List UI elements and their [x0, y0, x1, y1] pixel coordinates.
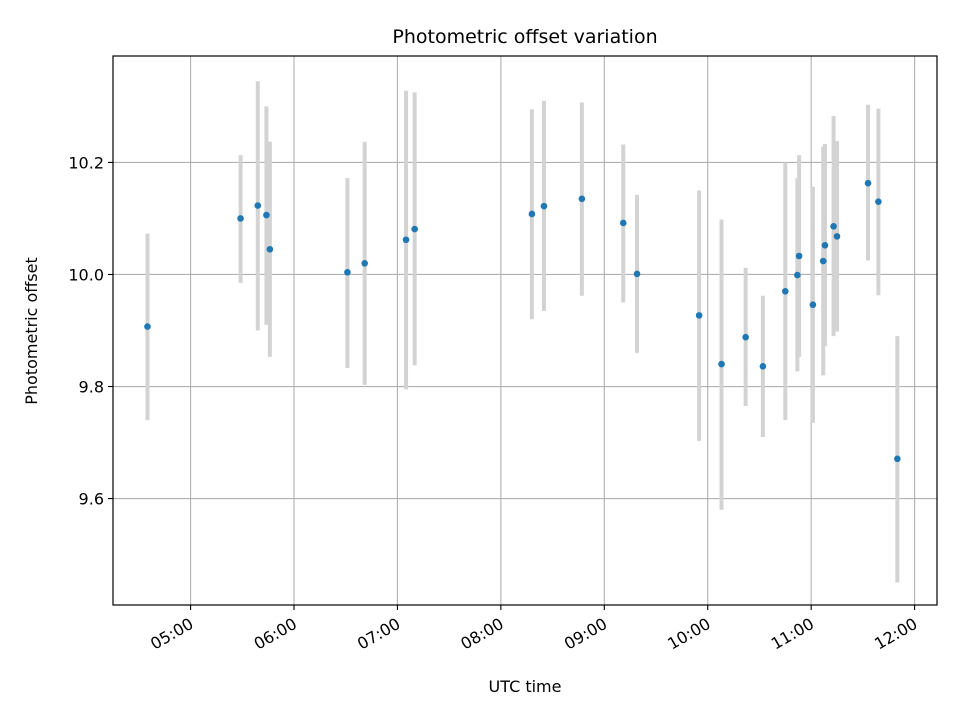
- data-point: [795, 252, 803, 260]
- y-axis-ticks: 9.6 9.8 10.0 10.2: [68, 153, 113, 509]
- data-point: [695, 312, 703, 319]
- data-point: [759, 363, 767, 370]
- data-point: [830, 223, 837, 230]
- data-point: [875, 198, 882, 205]
- data-point: [578, 195, 586, 203]
- data-point: [809, 301, 817, 309]
- chart-title: Photometric offset variation: [392, 26, 657, 48]
- y-axis-label: Photometric offset: [22, 257, 41, 405]
- data-point: [361, 259, 368, 267]
- y-tick-label: 10.0: [68, 265, 104, 284]
- x-axis-label: UTC time: [489, 677, 562, 696]
- data-point: [833, 233, 841, 240]
- y-tick-label: 9.6: [79, 490, 104, 509]
- data-point: [619, 219, 627, 227]
- y-tick-label: 9.8: [79, 378, 104, 397]
- data-point: [266, 245, 274, 253]
- data-point: [144, 323, 151, 330]
- data-point: [344, 268, 351, 276]
- data-point: [402, 236, 410, 244]
- data-point: [742, 333, 749, 341]
- data-point: [718, 360, 725, 368]
- data-point: [894, 455, 901, 463]
- grid: [113, 56, 937, 605]
- data-point: [528, 210, 536, 218]
- data-points: [144, 179, 901, 463]
- data-point: [633, 270, 641, 278]
- y-tick-label: 10.2: [68, 153, 104, 172]
- data-point: [864, 179, 872, 187]
- plot-frame: [112, 55, 938, 606]
- data-point: [263, 211, 270, 219]
- data-point: [794, 271, 801, 279]
- data-point: [254, 202, 262, 209]
- data-point: [540, 202, 548, 210]
- data-point: [782, 287, 789, 295]
- data-point: [821, 242, 829, 249]
- data-point: [411, 225, 418, 233]
- data-point: [819, 257, 827, 265]
- data-point: [237, 215, 244, 222]
